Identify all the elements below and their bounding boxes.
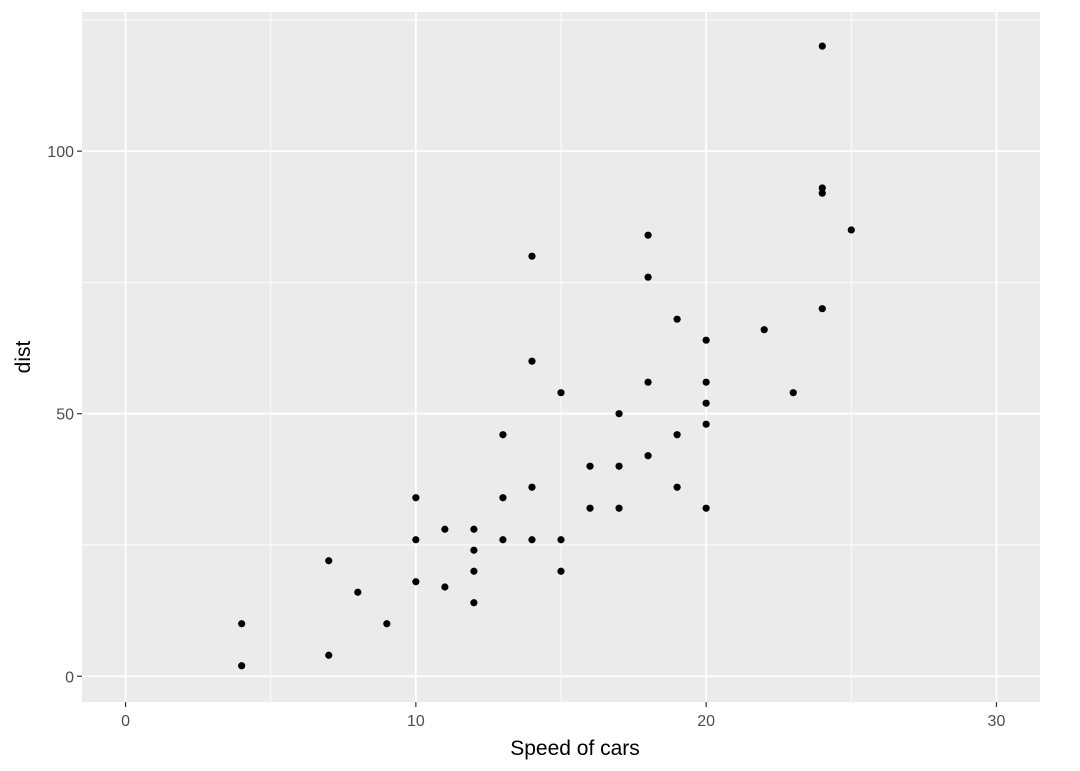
y-tick-label: 100	[47, 144, 74, 161]
data-point	[325, 557, 333, 565]
major-gridlines	[82, 12, 1040, 702]
x-tick-label: 10	[407, 713, 425, 730]
x-tick-label: 30	[988, 713, 1006, 730]
data-point	[702, 420, 710, 428]
data-point	[586, 462, 594, 470]
data-point	[499, 494, 507, 502]
data-point	[818, 189, 826, 197]
data-point	[673, 483, 681, 491]
data-point	[557, 567, 565, 575]
data-point	[760, 326, 768, 334]
data-point	[818, 42, 826, 50]
data-point	[586, 504, 594, 512]
data-point	[499, 431, 507, 439]
x-tick-label: 20	[697, 713, 715, 730]
data-point	[818, 184, 826, 192]
data-point	[383, 620, 391, 628]
data-point	[528, 357, 536, 365]
data-point	[238, 662, 246, 670]
y-tick-label: 50	[56, 407, 74, 424]
data-point	[470, 546, 478, 554]
data-point	[644, 378, 652, 386]
x-tick-label: 0	[121, 713, 130, 730]
data-point	[499, 536, 507, 544]
data-point	[441, 525, 449, 533]
data-point	[702, 504, 710, 512]
data-point	[818, 305, 826, 313]
data-point	[789, 389, 797, 397]
data-point	[470, 567, 478, 575]
data-point	[412, 494, 420, 502]
data-point	[528, 536, 536, 544]
data-point	[557, 389, 565, 397]
data-point	[673, 431, 681, 439]
y-axis: 0 50 100	[47, 144, 82, 686]
data-point	[470, 525, 478, 533]
data-point	[325, 651, 333, 659]
data-point	[238, 620, 246, 628]
y-tick-label: 0	[65, 669, 74, 686]
data-point	[847, 226, 855, 234]
data-point	[412, 578, 420, 586]
data-point	[470, 599, 478, 607]
data-point	[644, 273, 652, 281]
data-point	[673, 315, 681, 323]
data-point	[702, 399, 710, 407]
data-point	[644, 231, 652, 239]
data-point	[354, 588, 362, 596]
data-point	[441, 583, 449, 591]
data-point	[615, 462, 623, 470]
data-point	[702, 336, 710, 344]
x-axis-title: Speed of cars	[510, 737, 640, 760]
minor-gridlines	[82, 12, 1040, 702]
data-point	[412, 536, 420, 544]
data-point	[528, 483, 536, 491]
x-axis: 0 10 20 30	[121, 702, 1005, 730]
y-axis-title: dist	[12, 340, 35, 373]
data-point	[615, 504, 623, 512]
data-points	[238, 42, 855, 670]
data-point	[702, 378, 710, 386]
data-point	[644, 452, 652, 460]
data-point	[528, 252, 536, 260]
data-point	[615, 410, 623, 418]
data-point	[557, 536, 565, 544]
